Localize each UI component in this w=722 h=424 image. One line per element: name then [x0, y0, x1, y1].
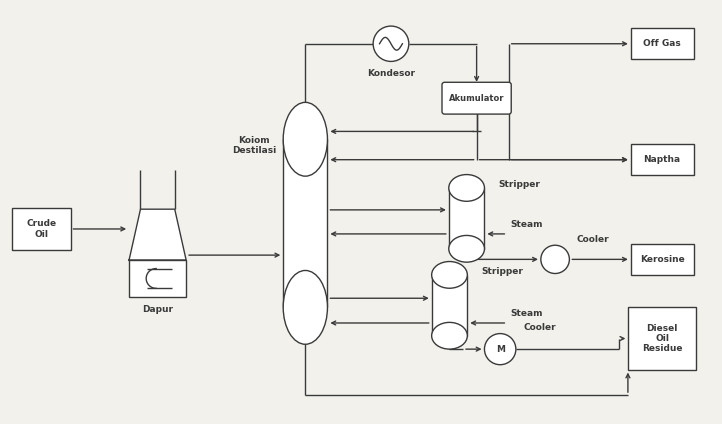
Circle shape [484, 334, 516, 365]
Bar [631, 28, 694, 59]
Text: Akumulator: Akumulator [449, 94, 505, 103]
Text: Steam: Steam [511, 309, 544, 318]
Bar [283, 139, 328, 307]
Text: Crude
Oil: Crude Oil [26, 219, 56, 239]
Text: Stripper: Stripper [482, 267, 523, 276]
Ellipse shape [432, 262, 467, 288]
Bar [631, 244, 694, 275]
Text: Cooler: Cooler [523, 324, 557, 332]
Text: Kerosine: Kerosine [640, 255, 684, 264]
Text: Stripper: Stripper [499, 180, 541, 189]
Circle shape [541, 245, 570, 273]
Bar [628, 307, 696, 370]
Text: Kondesor: Kondesor [367, 69, 415, 78]
Ellipse shape [449, 175, 484, 201]
Text: Naptha: Naptha [643, 155, 681, 164]
Text: Diesel
Oil
Residue: Diesel Oil Residue [642, 324, 682, 354]
Text: Koiom
Destilasi: Koiom Destilasi [232, 136, 276, 155]
Ellipse shape [283, 102, 328, 176]
Ellipse shape [449, 235, 484, 262]
Text: Cooler: Cooler [577, 235, 609, 244]
Bar [129, 260, 186, 297]
Polygon shape [129, 209, 186, 260]
Text: Off Gas: Off Gas [643, 39, 681, 48]
Text: M: M [496, 345, 505, 354]
FancyBboxPatch shape [442, 82, 511, 114]
Ellipse shape [432, 322, 467, 349]
Bar [631, 144, 694, 175]
Bar [449, 188, 484, 249]
Text: Steam: Steam [511, 220, 544, 229]
Bar [12, 208, 71, 250]
Ellipse shape [283, 271, 328, 344]
Text: Dapur: Dapur [142, 305, 173, 314]
Bar [432, 275, 467, 336]
Circle shape [373, 26, 409, 61]
